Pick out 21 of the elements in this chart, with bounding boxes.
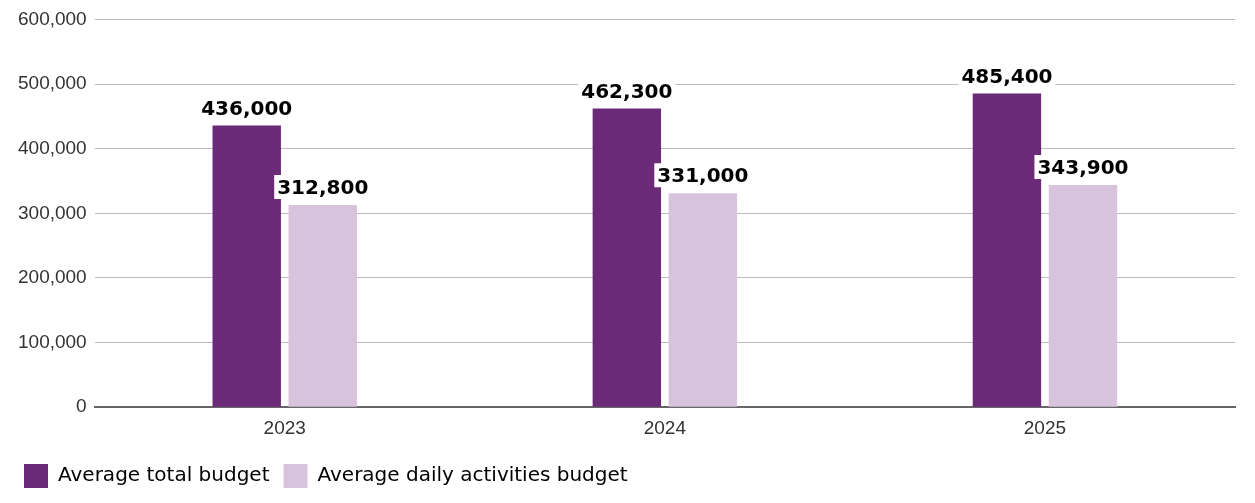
data-label: 312,800 bbox=[277, 175, 369, 200]
data-label: 331,000 bbox=[657, 163, 749, 188]
data-label: 343,900 bbox=[1037, 155, 1129, 180]
y-tick-label: 600,000 bbox=[17, 7, 87, 29]
bar bbox=[1048, 184, 1118, 407]
y-tick-label: 400,000 bbox=[17, 136, 87, 158]
x-tick-label: 2024 bbox=[643, 416, 687, 438]
y-tick-label: 200,000 bbox=[17, 266, 87, 288]
x-tick-label: 2025 bbox=[1023, 416, 1067, 438]
y-tick-label: 0 bbox=[76, 395, 87, 417]
data-label: 462,300 bbox=[581, 78, 673, 103]
y-tick-label: 300,000 bbox=[17, 201, 87, 223]
x-tick-label: 2023 bbox=[263, 416, 306, 438]
y-tick-label: 500,000 bbox=[17, 72, 87, 94]
bar bbox=[288, 205, 357, 407]
data-label: 436,000 bbox=[201, 95, 293, 120]
data-label: 485,400 bbox=[961, 63, 1053, 88]
y-tick-label: 100,000 bbox=[17, 330, 87, 352]
legend-label: Average daily activities budget bbox=[317, 462, 628, 487]
legend-label: Average total budget bbox=[58, 462, 270, 487]
bar bbox=[668, 193, 738, 407]
